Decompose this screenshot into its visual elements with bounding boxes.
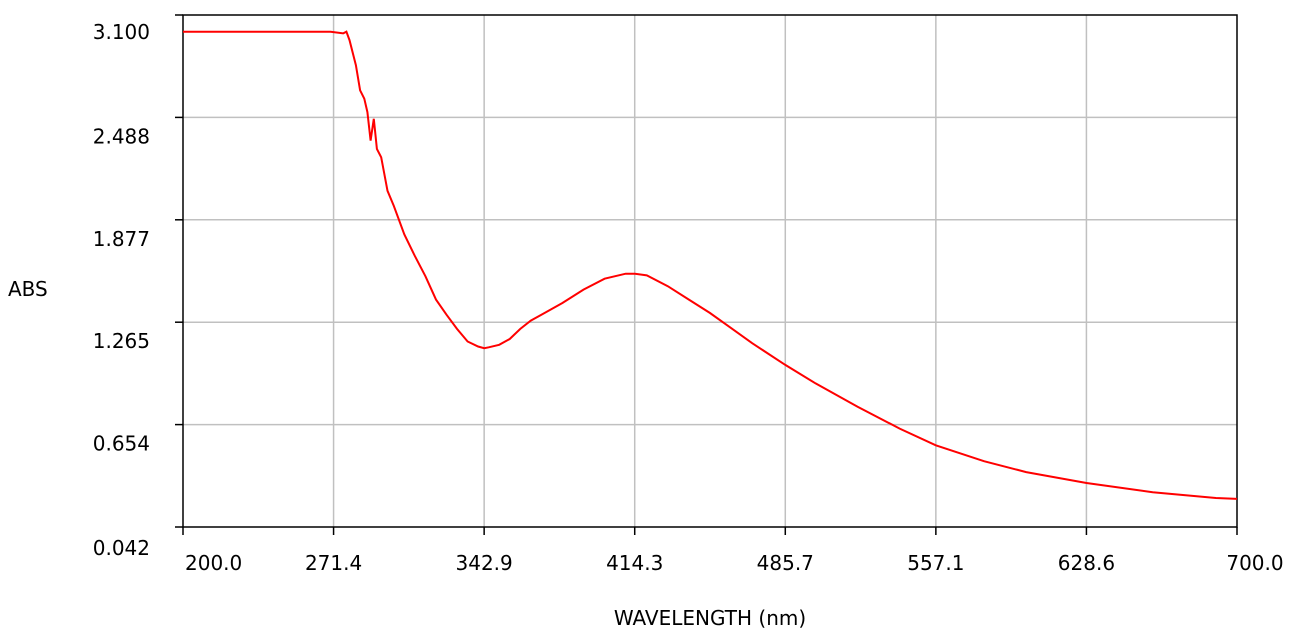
x-tick-label: 414.3	[606, 551, 663, 575]
x-tick-label: 628.6	[1058, 551, 1115, 575]
x-tick-label: 557.1	[907, 551, 964, 575]
y-tick-label: 0.654	[93, 432, 150, 456]
y-tick-label: 0.042	[93, 536, 150, 560]
absorbance-series-line	[183, 30, 1238, 500]
x-tick-labels: 200.0 271.4 342.9 414.3 485.7 557.1 628.6 700.0	[185, 551, 1284, 575]
x-axis-label: WAVELENGTH (nm)	[614, 606, 806, 630]
x-tick-label: 342.9	[456, 551, 513, 575]
y-tick-label: 2.488	[93, 124, 150, 148]
plot-frame	[182, 14, 1238, 528]
y-tick-label: 3.100	[93, 20, 150, 44]
x-tick-label: 700.0	[1226, 551, 1283, 575]
grid	[183, 15, 1237, 527]
y-tick-labels: 0.042 0.654 1.265 1.877 2.488 3.100	[93, 20, 150, 560]
x-tick-label: 271.4	[305, 551, 362, 575]
axis-ticks	[175, 14, 1238, 535]
y-tick-label: 1.265	[93, 329, 150, 353]
x-tick-label: 485.7	[757, 551, 814, 575]
y-tick-label: 1.877	[93, 227, 150, 251]
y-axis-label: ABS	[8, 277, 48, 301]
x-tick-label: 200.0	[185, 551, 242, 575]
